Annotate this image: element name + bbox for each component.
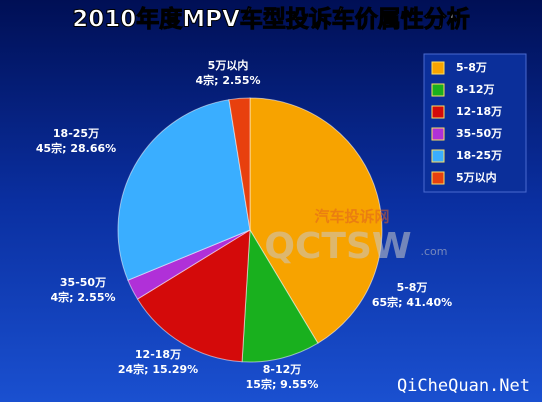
watermark-text: QiCheQuan.Net [397, 376, 530, 396]
slice-label: 45宗; 28.66% [36, 141, 116, 155]
slice-label: 24宗; 15.29% [118, 362, 198, 376]
legend-label: 5万以内 [456, 170, 497, 184]
slice-category: 12-18万 [135, 348, 181, 361]
slice-label: 4宗; 2.55% [50, 290, 115, 304]
legend-label: 12-18万 [456, 105, 502, 118]
watermark-text: QCTSW [264, 226, 411, 267]
logo-watermark: 汽车投诉网 QCTSW .com [264, 208, 447, 268]
pie-slice [249, 97, 383, 344]
watermark-text: 汽车投诉网 [314, 208, 389, 226]
legend: 5-8万 8-12万 12-18万 35-50万 18-25万 5万以内 [431, 61, 502, 185]
legend-label: 8-12万 [456, 83, 495, 96]
pie-slice [117, 99, 251, 281]
slice-label: 15宗; 9.55% [246, 377, 319, 391]
legend-swatch [431, 171, 445, 185]
legend-swatch [431, 105, 445, 119]
legend-label: 5-8万 [456, 61, 487, 74]
legend-label: 18-25万 [456, 149, 502, 162]
pie-slice [241, 228, 319, 363]
slice-category: 8-12万 [263, 363, 302, 376]
slice-label: 4宗; 2.55% [195, 73, 260, 87]
pie-slice [228, 97, 251, 231]
legend-swatch [431, 83, 445, 97]
slice-category: 5-8万 [397, 281, 428, 294]
slice-label: 65宗; 41.40% [372, 295, 452, 309]
slice-category: 5万以内 [208, 58, 249, 72]
legend-swatch [431, 127, 445, 141]
slice-category: 18-25万 [53, 127, 99, 140]
slice-category: 35-50万 [60, 276, 106, 289]
legend-swatch [431, 149, 445, 163]
watermark-text: .com [421, 245, 448, 258]
legend-swatch [431, 61, 445, 75]
legend-label: 35-50万 [456, 127, 502, 140]
legend-box [423, 53, 527, 193]
pie-slice [136, 229, 251, 363]
chart-title: 2010年度MPV车型投诉车价属性分析 [72, 6, 470, 33]
